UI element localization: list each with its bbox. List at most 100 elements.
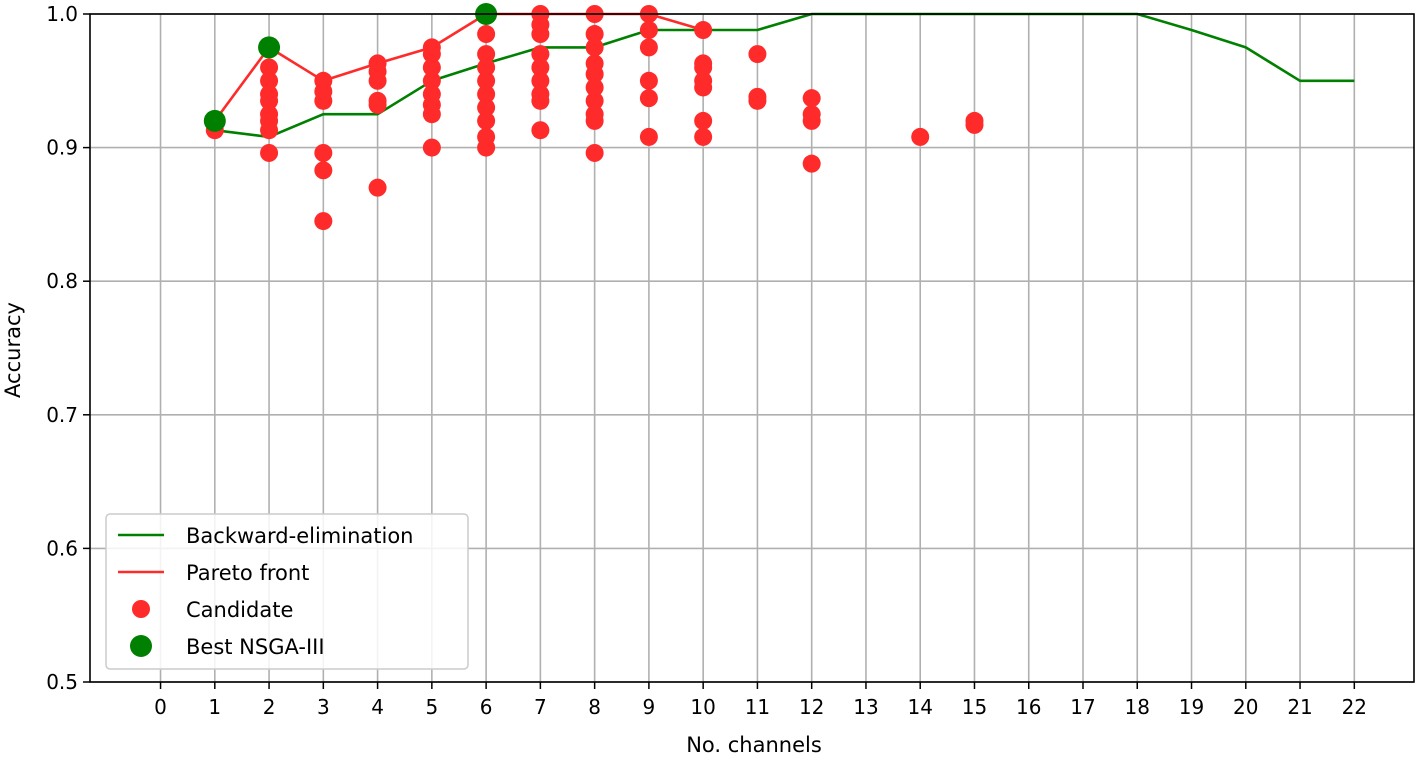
candidate-point bbox=[368, 91, 387, 110]
x-tick-label: 3 bbox=[317, 695, 330, 719]
candidate-point bbox=[477, 111, 496, 130]
candidate-point bbox=[585, 143, 604, 162]
x-tick-label: 18 bbox=[1125, 695, 1150, 719]
candidate-point bbox=[314, 161, 333, 180]
candidate-point bbox=[477, 98, 496, 117]
candidate-point bbox=[639, 38, 658, 57]
candidate-point bbox=[802, 105, 821, 124]
candidate-point bbox=[368, 178, 387, 197]
candidate-point bbox=[260, 105, 279, 124]
candidate-point bbox=[477, 71, 496, 90]
legend-label-best-nsga-iii: Best NSGA-III bbox=[186, 635, 325, 659]
series-lines bbox=[213, 12, 1355, 139]
candidate-point bbox=[639, 89, 658, 108]
x-tick-label: 12 bbox=[799, 695, 824, 719]
x-tick-label: 20 bbox=[1233, 695, 1258, 719]
candidate-point bbox=[477, 25, 496, 44]
x-tick-label: 10 bbox=[690, 695, 715, 719]
candidate-point bbox=[639, 21, 658, 40]
x-tick-label: 0 bbox=[154, 695, 167, 719]
x-tick-label: 17 bbox=[1070, 695, 1095, 719]
legend-label-pareto-front: Pareto front bbox=[186, 561, 309, 585]
candidate-point bbox=[477, 58, 496, 77]
x-tick-label: 13 bbox=[853, 695, 878, 719]
candidate-point bbox=[422, 71, 441, 90]
legend-box bbox=[105, 513, 469, 670]
candidate-point bbox=[585, 105, 604, 124]
candidate-point bbox=[422, 138, 441, 157]
x-tick-label: 22 bbox=[1342, 695, 1367, 719]
candidate-point bbox=[802, 154, 821, 173]
legend-swatch-best-nsga-iii bbox=[130, 635, 152, 657]
x-tick-label: 1 bbox=[208, 695, 221, 719]
candidate-point bbox=[477, 45, 496, 64]
candidate-point bbox=[531, 58, 550, 77]
legend-label-candidate: Candidate bbox=[186, 598, 293, 622]
candidate-point bbox=[260, 85, 279, 104]
candidate-point bbox=[639, 71, 658, 90]
candidate-point bbox=[531, 45, 550, 64]
candidate-point bbox=[694, 111, 713, 130]
candidate-point bbox=[802, 89, 821, 108]
candidate-point bbox=[694, 71, 713, 90]
candidate-point bbox=[368, 54, 387, 73]
x-tick-label: 8 bbox=[588, 695, 601, 719]
x-tick-label: 7 bbox=[534, 695, 547, 719]
x-tick-label: 11 bbox=[745, 695, 770, 719]
y-tick-label: 0.6 bbox=[46, 536, 78, 560]
y-tick-label: 0.8 bbox=[46, 269, 78, 293]
series-line-backward-elimination bbox=[214, 12, 1355, 139]
y-tick-label: 1.0 bbox=[46, 2, 78, 26]
x-tick-label: 9 bbox=[643, 695, 656, 719]
legend-swatch-candidate bbox=[132, 600, 150, 618]
candidate-point bbox=[911, 127, 930, 146]
y-tick-label: 0.5 bbox=[46, 670, 78, 694]
candidate-point bbox=[585, 38, 604, 57]
plot-border bbox=[89, 13, 1415, 683]
candidate-point bbox=[314, 143, 333, 162]
series-points bbox=[203, 3, 984, 231]
legend-label-backward-elimination: Backward-elimination bbox=[186, 524, 413, 548]
plot-frame bbox=[89, 13, 1415, 683]
candidate-point bbox=[477, 127, 496, 146]
best-nsga-point bbox=[203, 109, 226, 132]
x-axis-label: No. channels bbox=[686, 733, 822, 757]
candidate-point bbox=[694, 127, 713, 146]
x-tick-label: 5 bbox=[425, 695, 438, 719]
y-tick-label: 0.9 bbox=[46, 136, 78, 160]
x-tick-label: 16 bbox=[1016, 695, 1041, 719]
candidate-point bbox=[422, 38, 441, 57]
candidate-point bbox=[260, 58, 279, 77]
candidate-point bbox=[585, 78, 604, 97]
candidate-point bbox=[260, 71, 279, 90]
candidate-point bbox=[422, 58, 441, 77]
series-line-pareto-front bbox=[213, 12, 704, 122]
candidate-point bbox=[531, 71, 550, 90]
candidate-point bbox=[694, 54, 713, 73]
y-axis-label: Accuracy bbox=[1, 302, 25, 398]
candidate-point bbox=[477, 85, 496, 104]
legend: Backward-elimination Pareto front Candidat… bbox=[105, 513, 469, 670]
candidate-point bbox=[260, 143, 279, 162]
candidate-point bbox=[585, 25, 604, 44]
x-tick-label: 4 bbox=[371, 695, 384, 719]
axis-ticks: 0 1 2 3 4 5 6 7 8 9 10 11 12 13 14 15 16 17 18 19 20 21 220.50… bbox=[46, 2, 1367, 719]
candidate-point bbox=[585, 91, 604, 110]
candidate-point bbox=[531, 85, 550, 104]
candidate-point bbox=[422, 85, 441, 104]
candidate-point bbox=[965, 111, 984, 130]
candidate-point bbox=[585, 54, 604, 73]
candidate-point bbox=[531, 121, 550, 140]
candidate-point bbox=[748, 45, 767, 64]
x-tick-label: 6 bbox=[480, 695, 493, 719]
candidate-point bbox=[314, 71, 333, 90]
candidate-point bbox=[694, 21, 713, 40]
candidate-point bbox=[748, 87, 767, 106]
candidate-point bbox=[314, 212, 333, 231]
y-tick-label: 0.7 bbox=[46, 403, 78, 427]
x-tick-label: 14 bbox=[907, 695, 932, 719]
x-tick-label: 21 bbox=[1287, 695, 1312, 719]
best-nsga-point bbox=[258, 36, 281, 59]
